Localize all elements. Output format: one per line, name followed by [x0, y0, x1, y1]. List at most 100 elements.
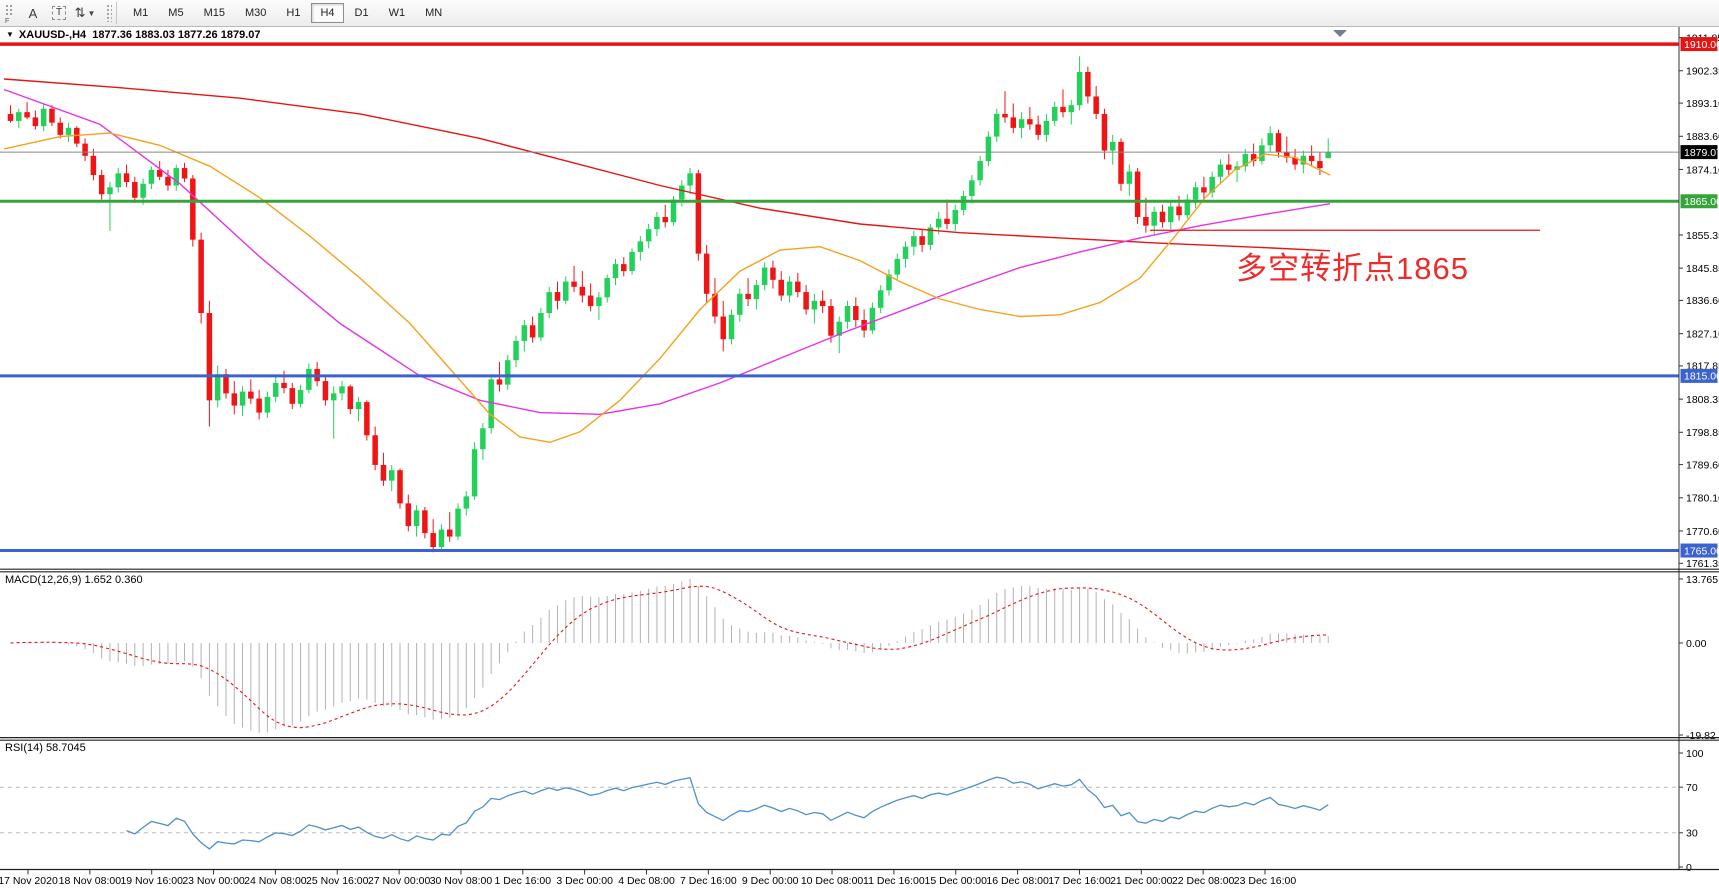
- candle-body: [1325, 152, 1331, 159]
- candle-body: [1209, 176, 1215, 193]
- chevron-down-icon: ▼: [87, 8, 96, 18]
- text-tool-button[interactable]: T: [46, 2, 72, 24]
- candle-body: [1060, 106, 1066, 113]
- svg-text:1910.00: 1910.00: [1684, 39, 1719, 51]
- candle-body: [1068, 105, 1075, 113]
- candle-body: [148, 169, 155, 184]
- chart-title[interactable]: ▼ XAUUSD-,H4 1877.36 1883.03 1877.26 1879…: [6, 29, 260, 41]
- candle-body: [993, 113, 1000, 137]
- candle-body: [1242, 154, 1249, 167]
- price-badge: [1680, 37, 1718, 52]
- candle-body: [886, 274, 892, 291]
- macd-indicator-label: MACD(12,26,9) 1.652 0.360: [5, 574, 143, 586]
- candle-body: [529, 325, 536, 338]
- ma-slow-red: [3, 78, 1331, 252]
- candle-body: [969, 180, 975, 197]
- candle-body: [505, 360, 511, 385]
- svg-text:70: 70: [1686, 782, 1698, 794]
- candle-body: [297, 389, 304, 404]
- chart-text-annotation[interactable]: 多空转折点1865: [1236, 251, 1469, 286]
- candle-body: [1308, 155, 1315, 162]
- candle-body: [538, 313, 544, 338]
- candle-body: [90, 155, 97, 176]
- candle-body: [1126, 171, 1133, 184]
- svg-text:1865.00: 1865.00: [1684, 196, 1719, 208]
- candle-body: [687, 173, 693, 186]
- candle-body: [786, 281, 793, 296]
- time-label: 16 Dec 08:00: [986, 875, 1049, 887]
- time-label: 22 Dec 08:00: [1172, 875, 1235, 887]
- candle-body: [49, 108, 55, 123]
- svg-text:1883.60: 1883.60: [1686, 131, 1719, 143]
- candle-body: [1109, 141, 1116, 151]
- timeframe-button-mn[interactable]: MN: [416, 3, 451, 23]
- candle-body: [546, 292, 552, 314]
- candle-body: [960, 196, 967, 210]
- candle-body: [488, 379, 494, 429]
- time-label: 19 Nov 16:00: [120, 875, 183, 887]
- svg-text:13.765: 13.765: [1686, 574, 1718, 586]
- time-label: 23 Nov 00:00: [182, 875, 245, 887]
- time-label: 24 Nov 08:00: [244, 875, 307, 887]
- candle-body: [339, 386, 345, 394]
- candle-body: [231, 393, 238, 406]
- candle-body: [239, 391, 246, 406]
- grip-f-label: F: [5, 18, 10, 25]
- candle-body: [803, 292, 809, 310]
- candle-body: [123, 173, 130, 183]
- timeframe-button-w1[interactable]: W1: [380, 3, 415, 23]
- candle-body: [811, 300, 818, 310]
- candle-body: [1010, 117, 1017, 128]
- time-label: 30 Nov 08:00: [430, 875, 493, 887]
- chart-shift-marker-icon[interactable]: [1333, 30, 1347, 37]
- timeframe-button-d1[interactable]: D1: [346, 3, 378, 23]
- timeframe-button-m15[interactable]: M15: [195, 3, 234, 23]
- candle-body: [198, 239, 204, 314]
- candle-body: [1159, 211, 1166, 223]
- rsi-line: [126, 776, 1329, 850]
- candle-body: [1043, 120, 1050, 135]
- candle-body: [761, 267, 768, 286]
- candle-body: [894, 258, 901, 275]
- candle-body: [1317, 161, 1323, 169]
- candle-body: [190, 178, 196, 240]
- toolbar-section-handle[interactable]: [106, 4, 112, 22]
- svg-text:1902.35: 1902.35: [1686, 66, 1719, 78]
- rsi-pane: 100 70 30 0: [0, 748, 1704, 874]
- candle-body: [380, 464, 387, 481]
- candle-body: [132, 182, 138, 198]
- candle-body: [405, 503, 412, 527]
- candle-body: [372, 435, 378, 465]
- cursor-mode-button[interactable]: ⇅ ▼: [72, 2, 98, 24]
- annotation-tool-button[interactable]: A: [20, 2, 46, 24]
- price-axis: 1911.851902.351893.101883.601874.101855.…: [1679, 32, 1719, 570]
- candle-body: [40, 108, 47, 127]
- candle-body: [919, 236, 925, 245]
- svg-text:-19.82: -19.82: [1686, 730, 1716, 742]
- macd-pane: 13.765 0.00 -19.82: [10, 574, 1718, 742]
- candle-body: [621, 264, 627, 272]
- timeframe-button-h1[interactable]: H1: [277, 3, 309, 23]
- timeframe-button-h4[interactable]: H4: [311, 3, 344, 23]
- candle-body: [173, 168, 179, 186]
- svg-text:0.00: 0.00: [1686, 638, 1707, 650]
- candle-body: [645, 229, 652, 242]
- candle-body: [24, 112, 30, 118]
- candle-body: [911, 236, 917, 247]
- candle-body: [322, 381, 329, 401]
- candle-body: [7, 113, 14, 121]
- timeframe-button-m1[interactable]: M1: [124, 3, 157, 23]
- timeframe-button-m30[interactable]: M30: [236, 3, 275, 23]
- candle-body: [438, 529, 445, 548]
- candle-body: [935, 218, 942, 228]
- svg-text:1761.35: 1761.35: [1686, 558, 1719, 570]
- timeframe-button-group: M1 M5 M15 M30 H1 H4 D1 W1 MN: [123, 3, 452, 23]
- toolbar-grip-handle[interactable]: F: [3, 3, 18, 25]
- timeframe-button-m5[interactable]: M5: [159, 3, 192, 23]
- candle-body: [480, 428, 486, 450]
- candle-body: [223, 374, 229, 394]
- candle-body: [206, 313, 213, 401]
- candle-body: [662, 216, 668, 223]
- chart-canvas[interactable]: 1911.851902.351893.101883.601874.101855.…: [0, 27, 1719, 894]
- candle-body: [1184, 199, 1191, 216]
